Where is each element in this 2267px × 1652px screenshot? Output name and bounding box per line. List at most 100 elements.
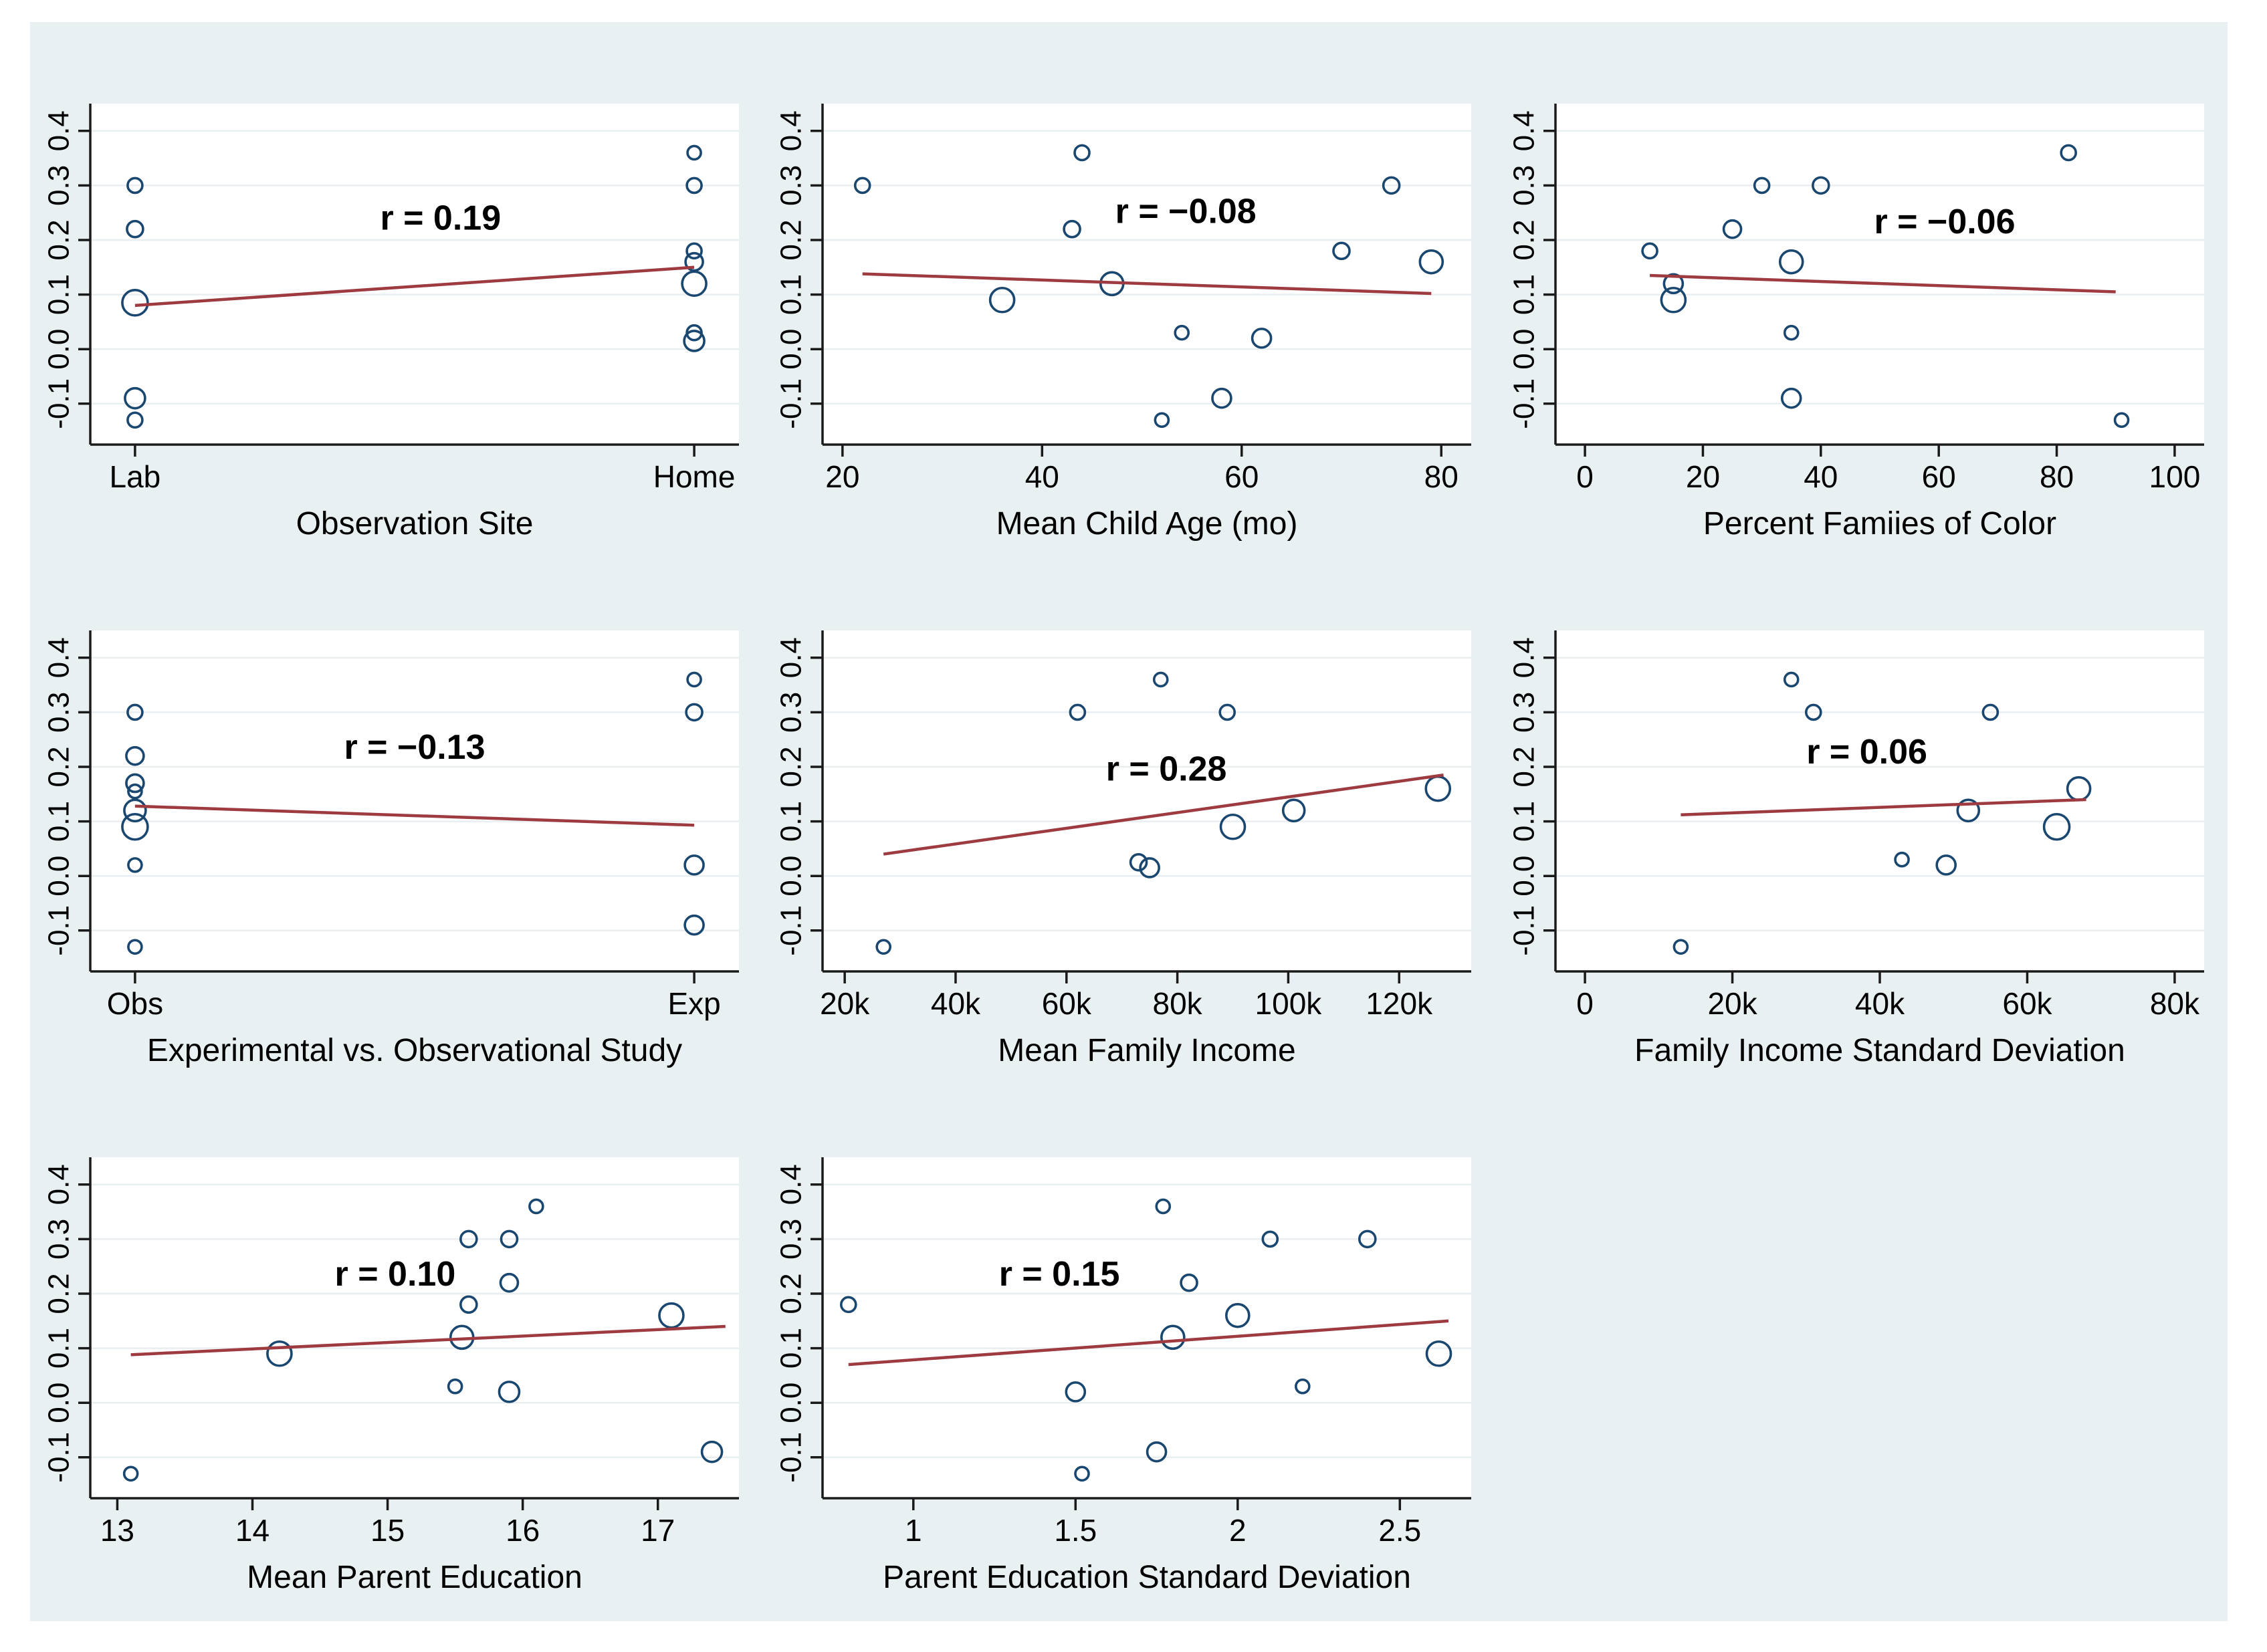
y-tick-label: 0.2 — [1507, 219, 1540, 260]
y-tick-label: 0.4 — [1507, 637, 1540, 678]
bubble-marker — [1418, 249, 1444, 275]
bubble-marker — [1358, 1229, 1377, 1249]
correlation-label: r = 0.15 — [999, 1255, 1120, 1294]
y-tick-label: 0.4 — [43, 110, 76, 151]
scatter-plot-family-income-standard-deviation: -0.1 0.0 0.1 0.2 0.3 0.4 0 20k 40k 60k 80k r = 0.06… — [1507, 630, 2204, 1068]
bubble-marker — [1780, 387, 1802, 409]
scatter-plot-mean-child-age-mo: -0.1 0.0 0.1 0.2 0.3 0.4 20 40 60 80 r = −0.08 Mean… — [775, 104, 1472, 542]
x-tick-label: 40 — [1804, 459, 1838, 494]
bubble-marker — [1160, 1324, 1186, 1350]
y-tick-label: 0.2 — [775, 219, 808, 260]
bubble-marker — [122, 1465, 139, 1482]
bubble-marker — [854, 176, 871, 195]
x-tick-label: 80k — [2149, 986, 2199, 1021]
bubble-marker — [266, 1340, 293, 1367]
bubble-marker — [127, 939, 143, 955]
plot-area — [823, 630, 1472, 971]
x-axis-title: Parent Education Standard Deviation — [883, 1560, 1411, 1595]
y-tick-label: 0.2 — [1507, 746, 1540, 787]
x-tick-label: 80k — [1153, 986, 1203, 1021]
y-tick-label: 0.1 — [775, 274, 808, 315]
plot-cell-mean-parent-education: -0.1 0.0 0.1 0.2 0.3 0.4 13 14 15 16 17 r = 0.10 Mea… — [30, 1085, 762, 1612]
plot-area — [90, 630, 739, 971]
x-tick-label: 16 — [506, 1513, 540, 1548]
x-tick-label: 60 — [1921, 459, 1955, 494]
bubble-marker — [1382, 176, 1401, 195]
bubble-marker — [1063, 219, 1082, 239]
scatter-plot-observation-site: -0.1 0.0 0.1 0.2 0.3 0.4 Lab Home r = 0.19 Observ… — [43, 104, 739, 542]
plot-area — [90, 1157, 739, 1498]
bubble-marker — [126, 176, 144, 195]
correlation-label: r = 0.06 — [1806, 733, 1927, 772]
bubble-marker — [875, 939, 892, 955]
y-tick-label: 0.1 — [775, 801, 808, 842]
plot-cell-parent-education-standard-deviation: -0.1 0.0 0.1 0.2 0.3 0.4 1 1.5 2 2.5 r = 0.15 Paren… — [762, 1085, 1495, 1612]
bubble-marker — [1956, 798, 1980, 823]
y-tick-label: 0.1 — [43, 1328, 76, 1369]
bubble-marker — [1426, 1340, 1452, 1367]
bubble-marker — [686, 144, 702, 161]
bubble-marker — [2113, 412, 2130, 429]
bubble-marker — [121, 812, 149, 841]
bubble-marker — [528, 1198, 544, 1215]
bubble-marker — [1935, 854, 1957, 876]
bubble-marker — [125, 773, 145, 794]
x-axis-title: Mean Parent Education — [247, 1560, 582, 1595]
y-tick-label: -0.1 — [775, 1432, 808, 1483]
bubble-marker — [683, 330, 706, 352]
y-tick-label: 0.0 — [775, 1383, 808, 1423]
bubble-marker — [1251, 328, 1273, 349]
bubble-marker — [125, 745, 145, 766]
correlation-label: r = 0.19 — [380, 199, 501, 238]
fit-line — [1649, 273, 2116, 293]
y-tick-label: 0.0 — [1507, 856, 1540, 897]
y-tick-label: -0.1 — [43, 905, 76, 956]
bubble-marker — [500, 1229, 519, 1249]
y-tick-label: 0.3 — [775, 1219, 808, 1260]
bubble-marker — [2042, 812, 2071, 841]
bubble-marker — [499, 1272, 520, 1293]
bubble-marker — [1155, 1198, 1172, 1215]
correlation-label: r = 0.28 — [1106, 749, 1227, 788]
x-axis-title: Mean Family Income — [998, 1033, 1296, 1068]
y-tick-label: 0.0 — [43, 1383, 76, 1423]
bubble-marker — [700, 1440, 724, 1463]
bubble-marker — [1129, 852, 1148, 872]
bubble-marker — [681, 270, 708, 298]
bubble-marker — [1640, 242, 1658, 260]
y-tick-label: 0.2 — [775, 1273, 808, 1314]
bubble-marker — [2060, 144, 2077, 162]
x-tick-label: 20k — [1707, 986, 1757, 1021]
x-tick-label: 17 — [641, 1513, 675, 1548]
y-tick-label: 0.3 — [1507, 692, 1540, 733]
fit-line — [130, 1324, 726, 1356]
x-tick-label: 60k — [2002, 986, 2052, 1021]
bubble-marker — [459, 1295, 478, 1314]
x-axis-title: Mean Child Age (mo) — [996, 506, 1298, 542]
correlation-label: r = −0.13 — [344, 728, 485, 767]
bubble-marker — [1174, 324, 1190, 341]
correlation-label: r = −0.06 — [1874, 203, 2015, 241]
x-tick-label: 14 — [235, 1513, 269, 1548]
bubble-marker — [1753, 176, 1771, 195]
bubble-marker — [498, 1381, 521, 1403]
bubble-marker — [1722, 219, 1743, 239]
scatter-plot-percent-famiies-of-color: -0.1 0.0 0.1 0.2 0.3 0.4 0 20 40 60 80 100 r = −0.06… — [1507, 104, 2204, 542]
scatter-plot-mean-parent-education: -0.1 0.0 0.1 0.2 0.3 0.4 13 14 15 16 17 r = 0.10 Mea… — [43, 1157, 739, 1595]
bubble-marker — [683, 854, 705, 876]
y-tick-label: 0.3 — [1507, 165, 1540, 206]
bubble-marker — [124, 386, 146, 410]
bubble-marker — [1804, 703, 1822, 721]
y-tick-label: 0.1 — [775, 1328, 808, 1369]
scatter-plot-experimental-vs-observational-study: -0.1 0.0 0.1 0.2 0.3 0.4 Obs Exp r = −0.13 Experi… — [43, 630, 739, 1068]
bubble-marker — [1332, 241, 1352, 261]
bubble-marker — [1783, 324, 1800, 341]
y-tick-label: 0.2 — [43, 746, 76, 787]
bubble-marker — [1225, 1302, 1251, 1328]
x-axis-title: Family Income Standard Deviation — [1634, 1033, 2125, 1068]
bubble-marker — [1153, 671, 1169, 688]
y-tick-label: 0.4 — [775, 110, 808, 151]
y-tick-label: 0.2 — [43, 1273, 76, 1314]
x-tick-label: 15 — [370, 1513, 405, 1548]
